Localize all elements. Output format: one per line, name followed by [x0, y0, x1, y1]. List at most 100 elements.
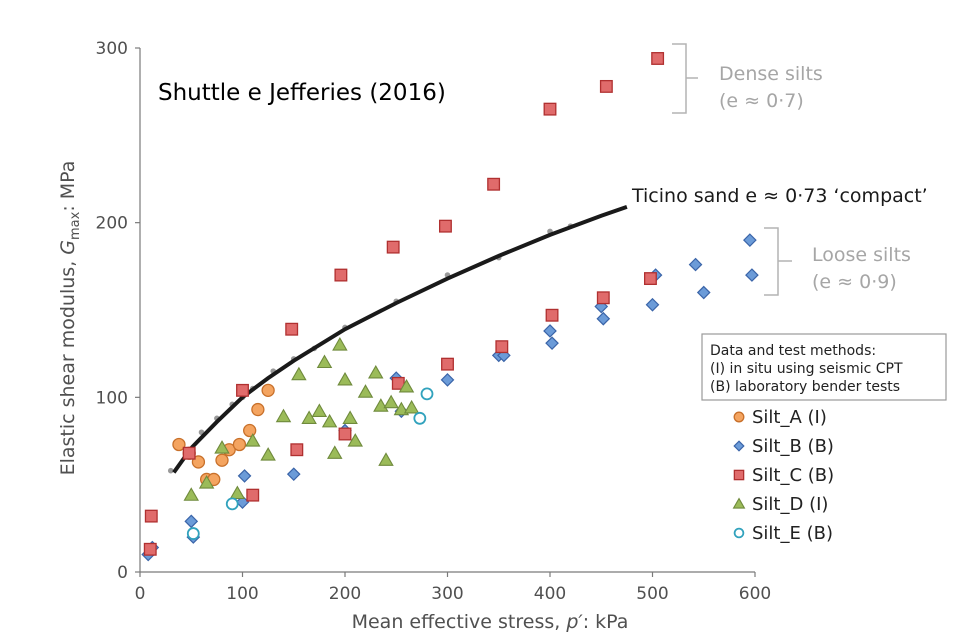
- data-point: [172, 437, 186, 452]
- data-point: [386, 240, 400, 254]
- x-tick-label: 400: [534, 584, 566, 604]
- loose-silts-e: (e ≈ 0·9): [812, 271, 897, 293]
- legend-box-title: Data and test methods:: [710, 343, 876, 359]
- y-tick-label: 300: [96, 39, 128, 59]
- data-point: [413, 411, 427, 425]
- data-point: [232, 437, 247, 452]
- loose-silts-bracket: [764, 227, 792, 296]
- data-point: [383, 394, 399, 409]
- y-tick-label: 200: [96, 214, 128, 234]
- y-tick-label: 0: [117, 563, 128, 583]
- data-point: [545, 308, 559, 322]
- legend-marker: [733, 527, 745, 539]
- data-point: [440, 373, 455, 387]
- data-point: [745, 268, 759, 282]
- y-ticks: 0 100 200 300: [96, 39, 140, 583]
- data-point: [334, 268, 348, 282]
- data-point: [599, 79, 613, 93]
- data-point: [198, 475, 215, 489]
- data-point: [316, 354, 333, 369]
- data-point: [243, 423, 257, 438]
- data-point: [543, 102, 557, 116]
- legend-label: Silt_B (B): [752, 436, 834, 457]
- data-point: [285, 322, 299, 336]
- legend-marker: [732, 497, 746, 509]
- data-point: [229, 485, 246, 500]
- data-series: [141, 52, 759, 562]
- legend: Silt_A (I) Silt_B (B) Silt_C (B) Silt_D (I)…: [732, 407, 834, 544]
- data-point: [743, 233, 757, 247]
- x-tick-label: 500: [636, 584, 668, 604]
- data-point: [225, 497, 239, 511]
- data-point: [545, 336, 559, 351]
- data-point: [183, 487, 199, 501]
- data-point: [144, 509, 158, 523]
- data-point: [378, 452, 394, 466]
- data-point: [688, 257, 703, 272]
- data-point: [543, 324, 557, 338]
- data-point: [403, 399, 420, 414]
- data-point: [327, 445, 343, 459]
- legend-info-box: [701, 333, 947, 401]
- data-point: [275, 408, 292, 423]
- data-point: [214, 440, 230, 454]
- data-point: [182, 446, 196, 460]
- data-point: [286, 467, 301, 482]
- legend-marker: [733, 411, 745, 423]
- x-tick-label: 600: [739, 584, 771, 604]
- x-ticks: 0 100 200 300 400 500 600: [135, 572, 771, 604]
- legend-marker: [733, 469, 745, 481]
- data-point: [398, 378, 415, 393]
- data-point: [644, 272, 657, 286]
- legend-box-line2: (B) laboratory bender tests: [710, 379, 900, 395]
- data-point: [186, 527, 200, 540]
- data-point: [143, 542, 157, 556]
- data-point: [438, 219, 452, 233]
- loose-silts-label: Loose silts: [812, 244, 911, 266]
- data-point: [261, 383, 275, 397]
- ticino-curve-label: Ticino sand e ≈ 0·73 ‘compact’: [631, 185, 928, 207]
- y-tick-label: 100: [96, 388, 128, 408]
- data-point: [236, 383, 249, 397]
- legend-label: Silt_E (B): [752, 523, 833, 544]
- data-point: [311, 403, 328, 417]
- y-axis-title: Elastic shear modulus, Gmax: MPa: [57, 161, 83, 476]
- data-point: [347, 433, 363, 447]
- x-tick-label: 300: [431, 584, 463, 604]
- data-point: [441, 357, 454, 371]
- data-point: [184, 514, 199, 529]
- data-point: [487, 177, 501, 191]
- reference-point: [167, 467, 174, 474]
- series-silt-e: [186, 387, 434, 540]
- data-point: [368, 364, 384, 379]
- chart-title: Shuttle e Jefferies (2016): [158, 80, 446, 106]
- data-point: [291, 366, 307, 381]
- data-point: [393, 401, 410, 416]
- data-point: [301, 410, 317, 424]
- series-silt-b: [141, 233, 759, 562]
- series-silt-c: [143, 52, 665, 556]
- data-point: [596, 291, 610, 305]
- data-point: [495, 340, 509, 354]
- series-silt-d: [183, 337, 420, 501]
- data-point: [645, 297, 660, 312]
- legend-box-line1: (I) in situ using seismic CPT: [710, 361, 903, 377]
- data-point: [237, 469, 252, 483]
- x-tick-label: 200: [329, 584, 361, 604]
- x-tick-label: 0: [135, 584, 146, 604]
- dense-silts-e: (e ≈ 0·7): [719, 90, 804, 112]
- data-point: [245, 433, 261, 447]
- data-point: [321, 413, 338, 428]
- data-point: [357, 384, 374, 398]
- reference-points: [167, 223, 574, 474]
- legend-marker: [733, 440, 745, 452]
- legend-label: Silt_D (I): [752, 494, 828, 515]
- data-point: [251, 402, 265, 417]
- dense-silts-label: Dense silts: [719, 63, 823, 85]
- dense-silts-bracket: [672, 43, 698, 114]
- data-point: [260, 447, 276, 461]
- data-point: [696, 285, 711, 300]
- data-point: [342, 410, 358, 424]
- x-tick-label: 100: [226, 584, 258, 604]
